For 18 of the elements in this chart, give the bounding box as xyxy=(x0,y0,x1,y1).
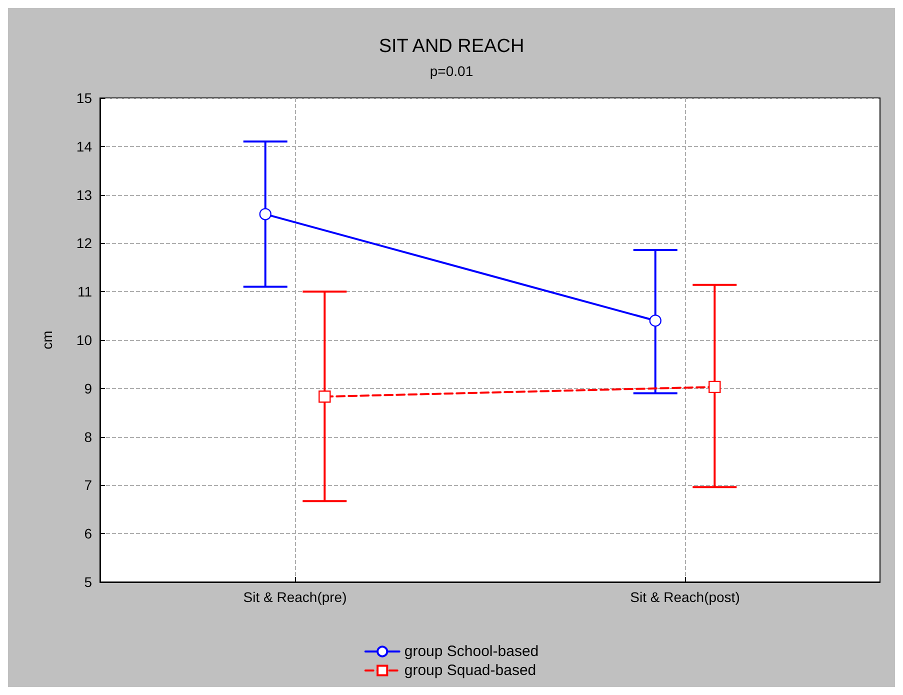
y-tick-label: 5 xyxy=(84,574,92,590)
y-tick-label: 8 xyxy=(84,428,92,445)
y-tick-label: 13 xyxy=(76,186,92,203)
y-tick-label: 11 xyxy=(77,284,92,300)
y-tick-label: 14 xyxy=(76,138,92,154)
x-tick-label: Sit & Reach(post) xyxy=(630,589,740,605)
y-axis-title: cm xyxy=(39,330,55,350)
legend-label: group Squad-based xyxy=(404,662,536,679)
y-tick-label: 10 xyxy=(76,332,92,348)
legend-label: group School-based xyxy=(404,643,539,660)
y-tick-label: 9 xyxy=(84,380,92,396)
chart-subtitle: p=0.01 xyxy=(430,63,474,79)
y-tick-label: 7 xyxy=(84,477,92,494)
chart-title: SIT AND REACH xyxy=(378,36,524,57)
y-tick-label: 12 xyxy=(76,235,92,252)
x-tick-label: Sit & Reach(pre) xyxy=(243,589,347,605)
y-tick-label: 15 xyxy=(76,90,92,106)
y-tick-label: 6 xyxy=(84,526,92,542)
